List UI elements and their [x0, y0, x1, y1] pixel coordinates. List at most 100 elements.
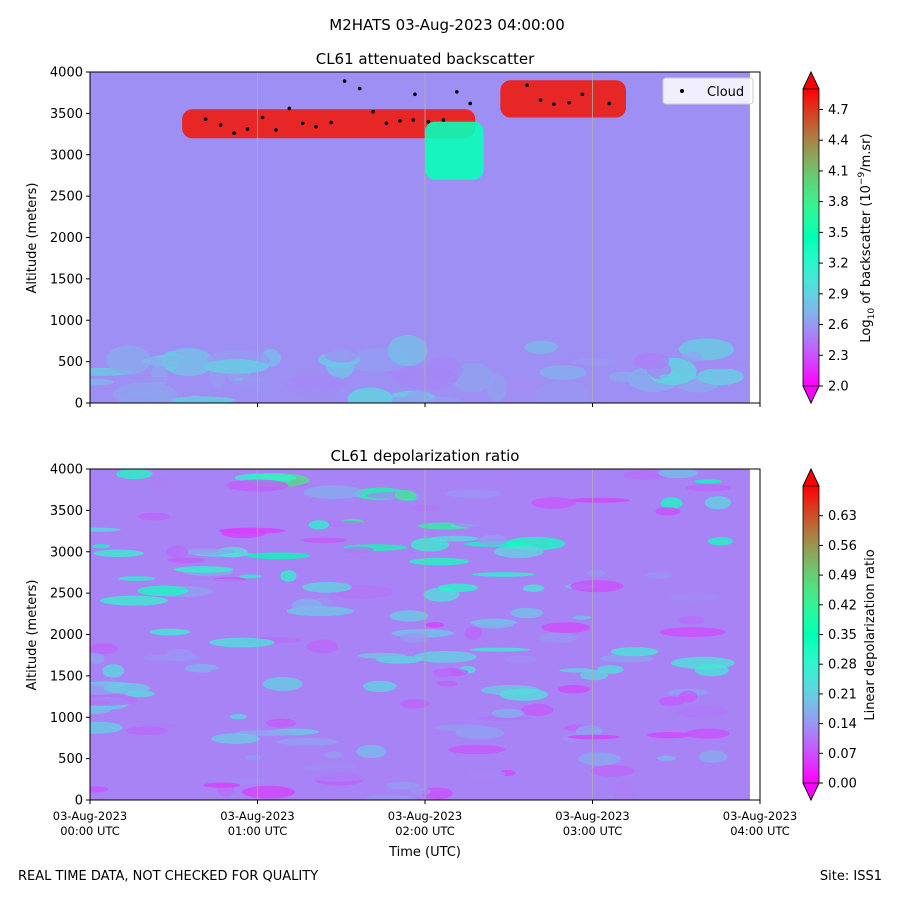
- depolarization-colorbar-label: Linear depolarization ratio: [863, 549, 878, 720]
- heatmap-texture-cell: [103, 682, 150, 694]
- heatmap-texture-cell: [493, 545, 544, 558]
- heatmap-texture-cell: [124, 726, 169, 735]
- heatmap-texture-cell: [567, 734, 620, 740]
- cloud-marker: [413, 92, 417, 97]
- cb-label-base: Log: [859, 319, 874, 342]
- heatmap-texture-cell: [505, 655, 538, 664]
- backscatter-title: CL61 attenuated backscatter: [316, 50, 535, 68]
- cloud-marker: [426, 119, 431, 124]
- heatmap-texture-cell: [491, 708, 525, 718]
- heatmap-texture-cell: [400, 632, 429, 643]
- heatmap-texture-cell: [572, 615, 592, 620]
- x-tick-label-time: 03:00 UTC: [563, 824, 623, 838]
- heatmap-texture-cell: [409, 787, 431, 796]
- x-axis-label: Time (UTC): [388, 845, 461, 860]
- legend-cloud-marker: [680, 89, 684, 93]
- heatmap-texture-cell: [90, 721, 123, 734]
- heatmap-texture-cell: [697, 368, 744, 386]
- colorbar-tick-label: 0.00: [828, 777, 857, 792]
- heatmap-texture-cell: [434, 724, 491, 732]
- heatmap-texture-cell: [521, 703, 554, 716]
- heatmap-texture-cell: [678, 690, 698, 703]
- heatmap-texture-cell: [404, 389, 431, 403]
- heatmap-texture-cell: [413, 650, 477, 663]
- heatmap-texture-cell: [437, 583, 478, 593]
- y-tick-label: 2000: [50, 628, 83, 643]
- heatmap-texture-cell: [246, 552, 311, 560]
- heatmap-texture-cell: [276, 738, 339, 746]
- heatmap-texture-cell: [324, 347, 359, 363]
- heatmap-texture-cell: [477, 716, 531, 721]
- cloud-marker: [274, 128, 278, 132]
- colorbar-extend-min: [802, 385, 820, 404]
- heatmap-texture-cell: [453, 520, 505, 528]
- heatmap-texture-cell: [389, 610, 429, 622]
- footer-disclaimer: REAL TIME DATA, NOT CHECKED FOR QUALITY: [18, 869, 319, 884]
- cb-label-sub: 10: [867, 308, 877, 320]
- colorbar-extend-min: [802, 782, 820, 801]
- backscatter-colorbar: 2.0 2.3 2.6 2.9 3.2 3.5 3.8 4.1 4.4 4.7: [802, 71, 849, 404]
- y-tick-label: 1500: [50, 669, 83, 684]
- x-tick-label-date: 03-Aug-2023: [555, 809, 629, 823]
- heatmap-texture-cell: [301, 537, 347, 543]
- heatmap-texture-cell: [445, 489, 501, 498]
- y-tick-label: 4000: [50, 66, 83, 81]
- colorbar-tick-label: 2.0: [828, 380, 849, 395]
- heatmap-texture-cell: [668, 592, 721, 602]
- heatmap-texture-cell: [291, 598, 323, 613]
- heatmap-texture-cell: [658, 469, 698, 479]
- heatmap-texture-cell: [102, 664, 125, 678]
- colorbar-tick-label: 3.2: [828, 257, 849, 272]
- cloud-marker: [342, 79, 347, 83]
- heatmap-texture-cell: [469, 647, 530, 652]
- colorbar-tick-label: 0.21: [828, 687, 857, 702]
- y-tick-label: 3000: [50, 148, 83, 163]
- colorbar-tick-label: 4.1: [828, 164, 849, 179]
- heatmap-texture-cell: [229, 779, 265, 784]
- heatmap-texture-cell: [694, 360, 747, 370]
- colorbar-tick-label: 0.49: [828, 569, 857, 584]
- heatmap-texture-cell: [221, 527, 266, 539]
- heatmap-texture-cell: [149, 628, 191, 636]
- heatmap-texture-cell: [113, 382, 178, 403]
- heatmap-texture-cell: [244, 754, 263, 761]
- heatmap-texture-cell: [569, 358, 617, 366]
- x-tick-label-time: 04:00 UTC: [730, 824, 790, 838]
- cloud-marker: [232, 131, 236, 136]
- heatmap-texture-cell: [464, 626, 483, 640]
- heatmap-texture-cell: [282, 373, 347, 396]
- heatmap-texture-cell: [174, 566, 234, 573]
- heatmap-texture-cell: [306, 639, 339, 654]
- heatmap-texture-cell: [610, 647, 659, 657]
- heatmap-texture-cell: [239, 574, 262, 579]
- heatmap-texture-cell: [599, 654, 654, 663]
- heatmap-texture-cell: [645, 572, 673, 579]
- heatmap-texture-cell: [694, 664, 729, 677]
- cloud-marker: [552, 102, 556, 107]
- heatmap-texture-cell: [510, 607, 544, 619]
- cloud-marker: [411, 118, 416, 122]
- cloud-marker: [468, 101, 473, 106]
- heatmap-texture-cell: [472, 572, 535, 577]
- depolarization-panel: CL61 depolarization ratio 0 500 1000 1500 20…: [25, 447, 878, 860]
- backscatter-feature: [182, 109, 476, 139]
- x-tick-label-date: 03-Aug-2023: [220, 809, 294, 823]
- heatmap-texture-cell: [447, 744, 506, 755]
- heatmap-texture-cell: [262, 676, 303, 691]
- heatmap-texture-cell: [704, 496, 732, 510]
- heatmap-texture-cell: [694, 479, 723, 484]
- colorbar-tick-label: 2.6: [828, 318, 849, 333]
- colorbar-tick-label: 0.35: [828, 628, 857, 643]
- heatmap-texture-cell: [586, 569, 606, 577]
- cb-label-end: /m.sr): [859, 133, 874, 171]
- colorbar-tick-label: 0.42: [828, 598, 857, 613]
- figure-suptitle: M2HATS 03-Aug-2023 04:00:00: [329, 16, 565, 34]
- depolarization-axes: 0 500 1000 1500 2000 2500 3000 3500 4000 03-Aug-2…: [50, 463, 797, 839]
- heatmap-texture-cell: [347, 387, 393, 403]
- backscatter-colorbar-label: Log10 of backscatter (10−9/m.sr): [857, 133, 877, 342]
- backscatter-feature: [425, 121, 484, 180]
- heatmap-texture-cell: [425, 622, 445, 628]
- cloud-marker: [538, 98, 543, 102]
- heatmap-texture-cell: [106, 345, 151, 375]
